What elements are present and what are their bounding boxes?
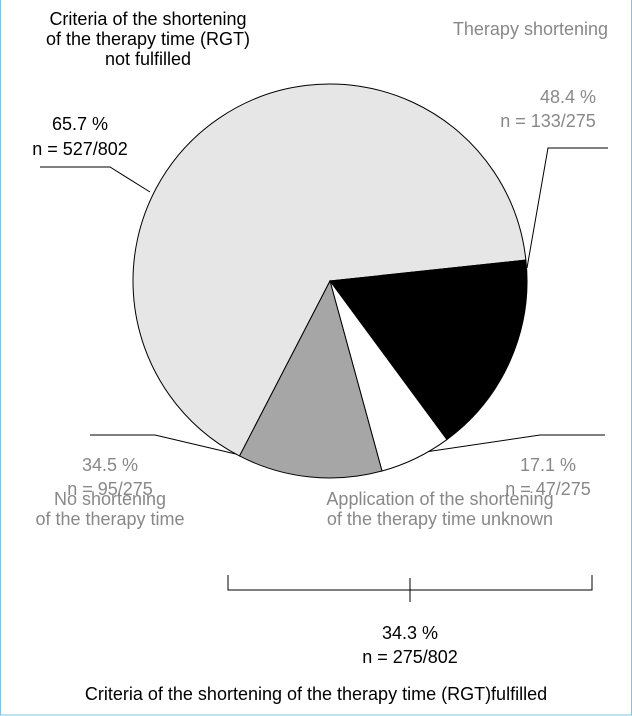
pie-slice	[132, 83, 527, 457]
group-label: Criteria of the shortening of the therap…	[85, 684, 547, 704]
leader-line	[404, 434, 605, 456]
value-label: 34.5 %	[82, 455, 138, 475]
leader-line	[526, 147, 608, 269]
count-label: n = 47/275	[505, 479, 591, 499]
pie-slice	[238, 279, 383, 479]
count-label: n = 95/275	[67, 479, 153, 499]
leader-line	[90, 434, 241, 456]
value-label: 65.7 %	[52, 114, 108, 134]
group-value-label: 34.3 %	[382, 623, 438, 643]
count-label: n = 133/275	[500, 111, 596, 131]
value-label: 48.4 %	[540, 87, 596, 107]
group-count-label: n = 275/802	[362, 647, 458, 667]
slice-label: of the therapy time (RGT)	[46, 29, 250, 49]
slice-label: not fulfilled	[105, 49, 191, 69]
slice-label: Criteria of the shortening	[49, 9, 246, 29]
pie-slice	[329, 259, 528, 441]
slice-label: Therapy shortening	[453, 19, 608, 39]
slice-label: of the therapy time unknown	[327, 509, 553, 529]
slice-label: of the therapy time	[35, 509, 184, 529]
count-label: n = 527/802	[32, 139, 128, 159]
leader-line	[40, 166, 151, 193]
group-bracket	[227, 575, 593, 602]
slice-label: Application of the shortening	[326, 489, 553, 509]
slice-label: No shortening	[54, 489, 166, 509]
value-label: 17.1 %	[520, 455, 576, 475]
